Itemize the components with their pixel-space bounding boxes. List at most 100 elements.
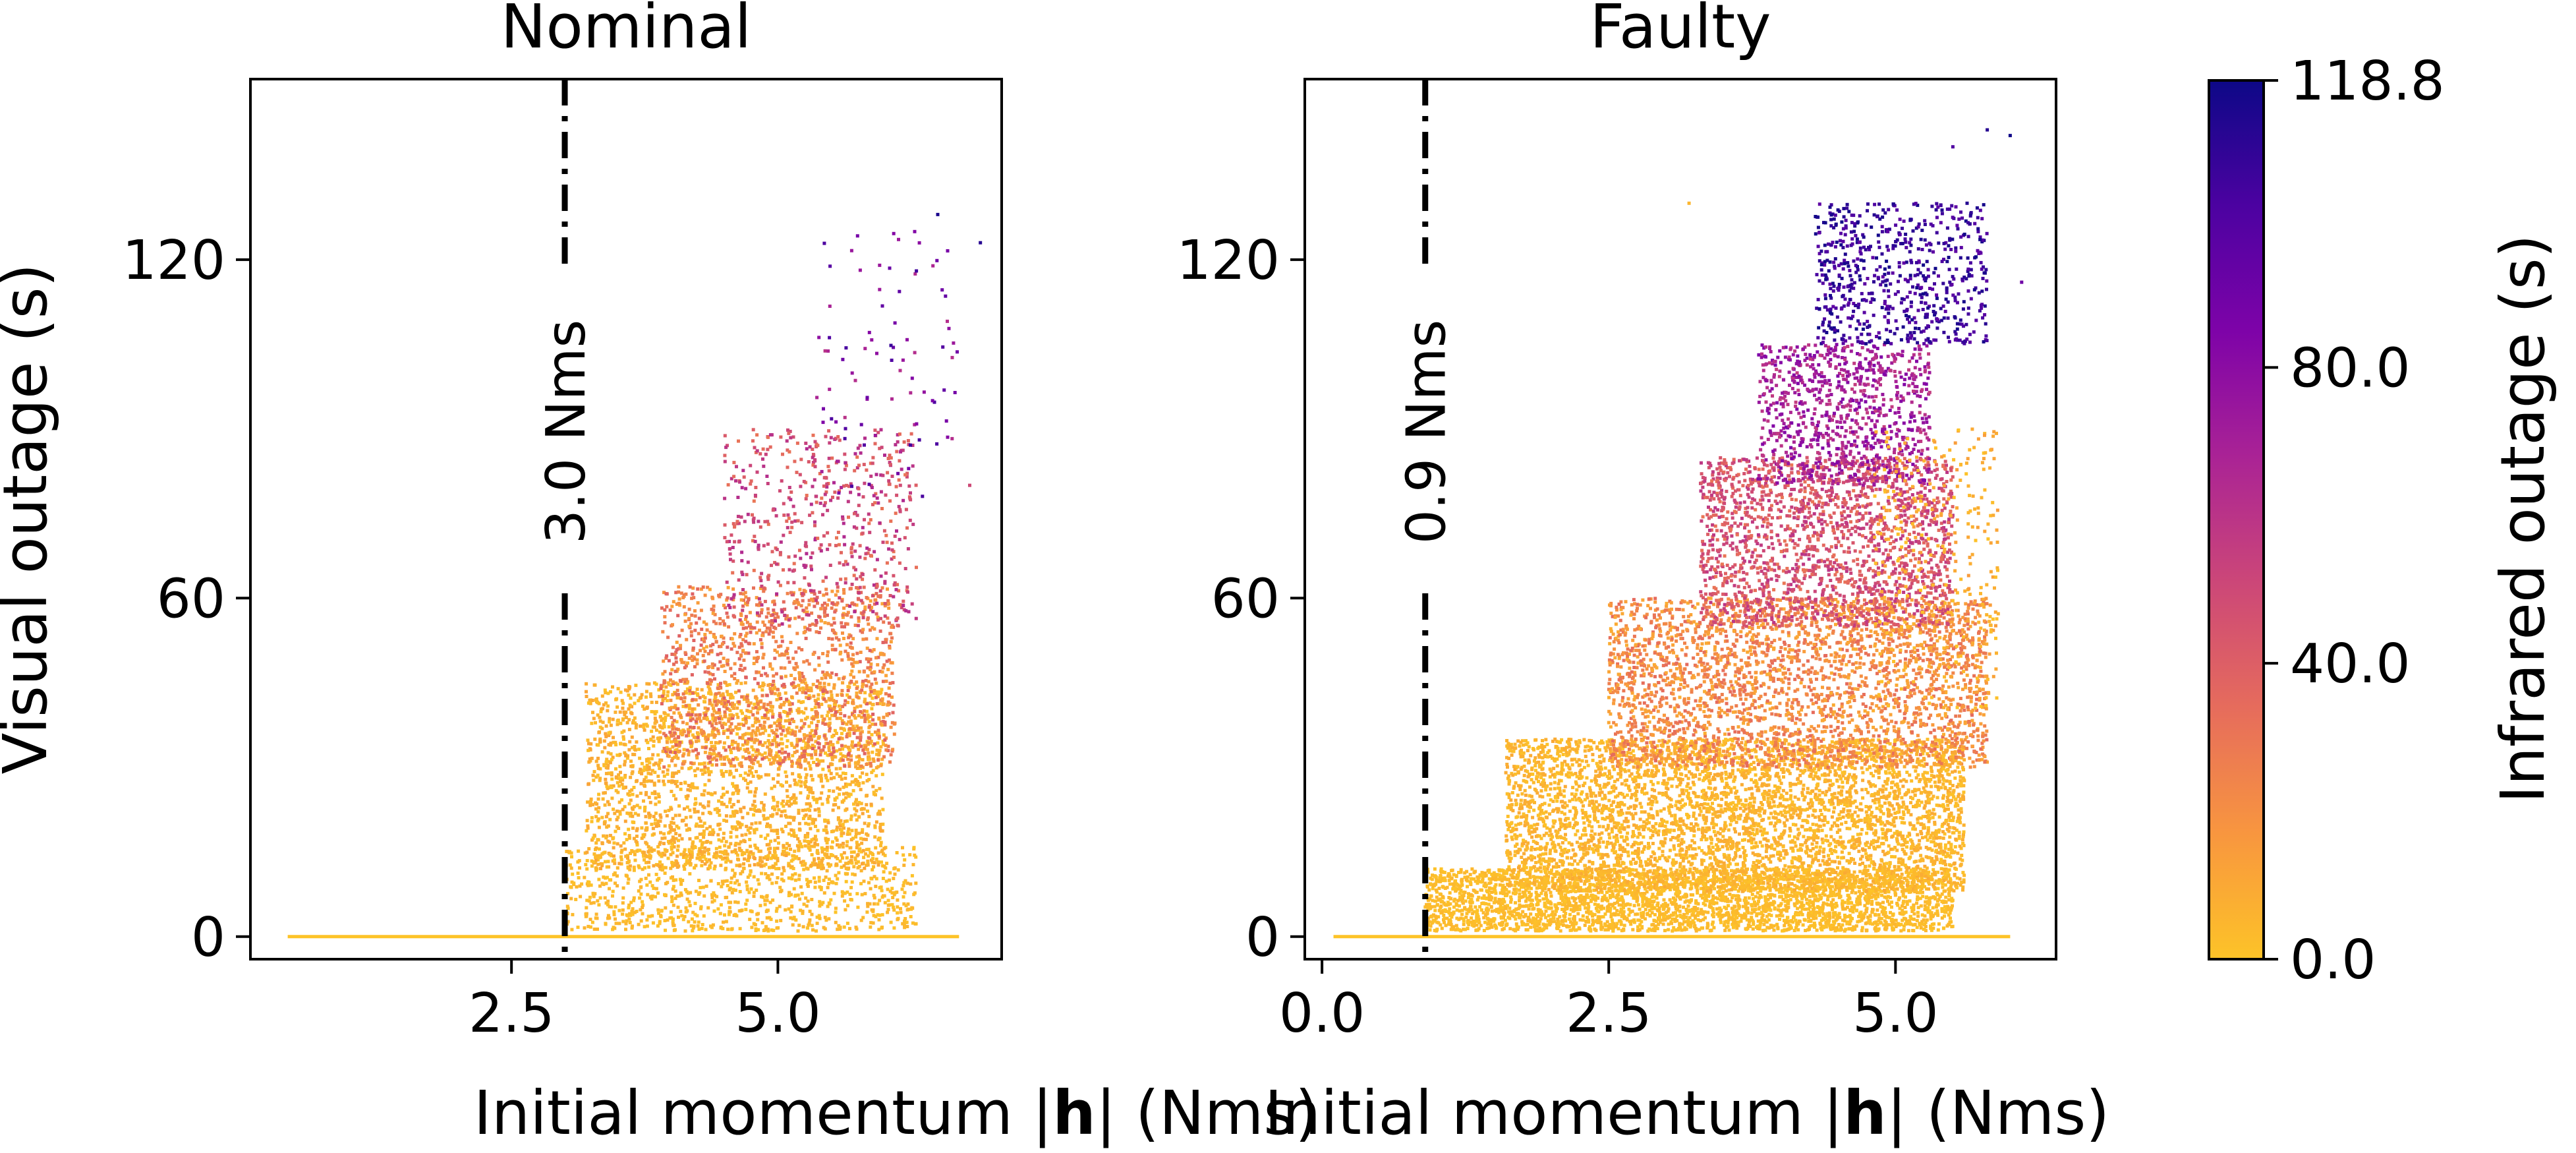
scatter-point: [812, 734, 816, 738]
scatter-point: [604, 765, 608, 769]
scatter-point: [871, 626, 874, 630]
scatter-point: [727, 717, 731, 721]
scatter-point: [683, 807, 686, 811]
scatter-point: [658, 819, 662, 823]
scatter-point: [720, 773, 724, 777]
scatter-point: [600, 694, 604, 698]
scatter-point: [791, 829, 795, 833]
scatter-point: [827, 746, 831, 750]
scatter-point: [815, 620, 818, 624]
scatter-point: [874, 473, 878, 477]
scatter-point: [745, 626, 748, 630]
scatter-point: [853, 603, 857, 606]
scatter-point: [734, 841, 738, 845]
scatter-point: [635, 829, 639, 833]
scatter-point: [794, 796, 798, 800]
scatter-point: [718, 827, 722, 831]
scatter-point: [697, 816, 701, 820]
scatter-point: [695, 836, 699, 840]
scatter-point: [829, 498, 833, 502]
scatter-point: [638, 756, 642, 760]
scatter-point: [656, 845, 660, 848]
scatter-point: [751, 706, 755, 710]
scatter-point: [785, 780, 788, 784]
scatter-point: [685, 796, 689, 800]
scatter-point: [879, 841, 883, 844]
scatter-point: [878, 589, 882, 593]
scatter-point: [712, 608, 716, 612]
scatter-point: [740, 644, 744, 648]
scatter-point: [707, 852, 710, 856]
scatter-point: [848, 846, 852, 850]
scatter-point: [880, 796, 884, 800]
scatter-point: [805, 695, 809, 699]
scatter-point: [761, 731, 765, 735]
scatter-point: [604, 901, 608, 905]
scatter-point: [743, 666, 747, 670]
scatter-point: [838, 596, 842, 600]
scatter-point: [766, 739, 770, 743]
scatter-point: [690, 744, 694, 748]
scatter-point: [693, 774, 697, 778]
scatter-point: [801, 739, 805, 743]
scatter-point: [754, 719, 758, 723]
scatter-point: [604, 724, 608, 728]
scatter-point: [861, 572, 865, 576]
scatter-point: [888, 594, 892, 597]
scatter-point: [739, 810, 743, 813]
scatter-point: [861, 711, 865, 715]
scatter-point: [774, 867, 778, 871]
scatter-point: [689, 634, 693, 637]
scatter-point: [631, 721, 635, 724]
scatter-point: [886, 471, 890, 475]
scatter-point: [740, 570, 744, 574]
scatter-point: [838, 748, 842, 752]
scatter-point: [775, 697, 779, 701]
scatter-point: [790, 520, 794, 524]
scatter-point: [617, 777, 621, 781]
scatter-point: [878, 828, 882, 832]
scatter-point: [777, 808, 781, 812]
scatter-point: [709, 861, 713, 865]
scatter-point: [662, 721, 666, 725]
scatter-point: [857, 504, 861, 508]
scatter-point: [588, 701, 592, 705]
scatter-point: [633, 716, 637, 720]
scatter-point: [758, 576, 762, 579]
scatter-point: [866, 824, 870, 828]
scatter-point: [747, 854, 751, 858]
scatter-point: [826, 821, 830, 825]
scatter-point: [676, 667, 680, 671]
scatter-point: [796, 929, 800, 933]
scatter-point: [789, 682, 793, 686]
scatter-point: [878, 825, 882, 829]
scatter-point: [844, 560, 847, 564]
scatter-point: [804, 896, 808, 900]
scatter-point: [801, 863, 805, 867]
scatter-point: [809, 840, 813, 844]
scatter-point: [828, 336, 832, 340]
scatter-point: [831, 854, 834, 858]
scatter-point: [693, 657, 697, 661]
scatter-point: [889, 640, 893, 643]
scatter-point: [822, 593, 826, 597]
scatter-point: [830, 752, 834, 756]
scatter-point: [730, 850, 734, 854]
scatter-point: [658, 853, 662, 857]
scatter-point: [815, 757, 819, 761]
scatter-point: [898, 289, 902, 293]
scatter-point: [793, 512, 797, 516]
scatter-point: [779, 697, 783, 700]
scatter-point: [849, 792, 853, 796]
scatter-point: [749, 701, 753, 705]
scatter-point: [734, 726, 738, 730]
scatter-point: [753, 656, 757, 660]
scatter-point: [712, 831, 716, 835]
scatter-point: [803, 781, 807, 784]
scatter-point: [646, 893, 650, 897]
scatter-point: [903, 536, 907, 540]
scatter-point: [656, 863, 660, 867]
scatter-point: [685, 805, 689, 809]
scatter-point: [877, 751, 881, 755]
scatter-point: [814, 752, 818, 756]
